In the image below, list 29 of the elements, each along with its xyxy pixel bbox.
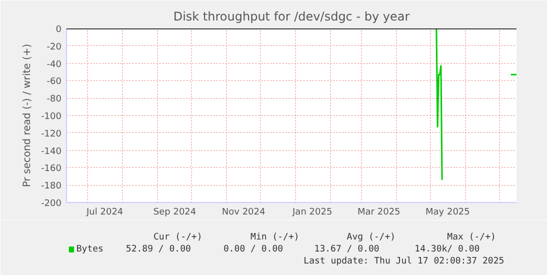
y-tick-label: -120 <box>41 129 62 140</box>
y-axis-title: Pr second read (-) / write (+) <box>22 44 34 188</box>
x-tick-label: Nov 2024 <box>222 208 266 218</box>
y-tick-label: -180 <box>41 182 62 192</box>
text: Cur (-/+) <box>153 232 202 242</box>
x-tick-label: Sep 2024 <box>153 208 196 218</box>
text: Min (-/+) <box>250 232 300 242</box>
x-tick-label: Mar 2025 <box>358 208 400 218</box>
y-tick-label: -40 <box>46 60 62 70</box>
x-tick-label: Jan 2025 <box>292 208 332 218</box>
x-tick-label: May 2025 <box>426 208 470 218</box>
text: Max (-/+) <box>447 232 496 242</box>
text: 13.67 / 0.00 <box>314 244 380 254</box>
y-tick-label: -160 <box>41 164 62 174</box>
y-tick-label: -140 <box>41 146 62 157</box>
text: Last update: Thu Jul 17 02:00:37 2025 <box>304 256 504 266</box>
legend-label: Bytes <box>76 244 104 254</box>
y-tick-label: -80 <box>46 94 62 105</box>
y-tick-label: -100 <box>41 112 62 122</box>
x-tick-label: Jul 2024 <box>86 208 124 218</box>
text: 14.30k/ 0.00 <box>414 244 480 254</box>
y-tick-label: -200 <box>41 199 62 209</box>
chart-title: Disk throughput for /dev/sdgc - by year <box>173 10 410 24</box>
y-tick-label: 0 <box>56 25 62 35</box>
y-tick-label: -20 <box>46 42 62 52</box>
text: 52.89 / 0.00 <box>126 244 191 254</box>
text: Avg (-/+) <box>346 232 396 242</box>
text: 0.00 / 0.00 <box>223 244 284 254</box>
y-tick-label: -60 <box>46 77 62 88</box>
